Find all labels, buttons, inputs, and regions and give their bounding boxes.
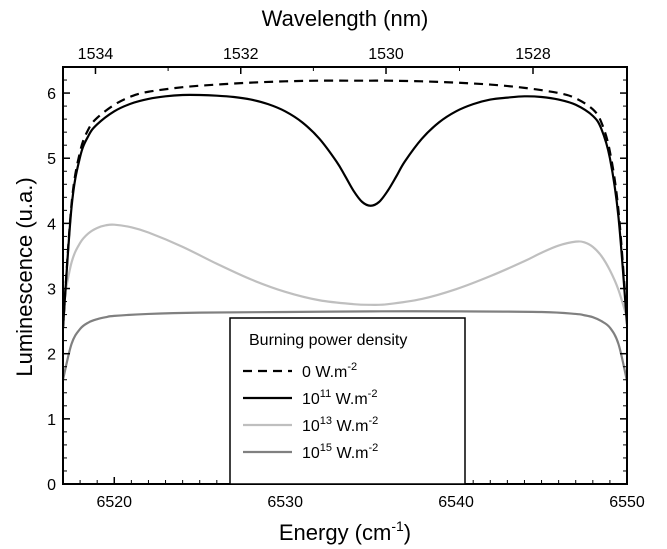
x-tick-label-0: 6520 bbox=[96, 494, 132, 511]
x-tick-label-3: 6550 bbox=[609, 494, 645, 511]
top-tick-label-3: 1528 bbox=[515, 46, 551, 63]
legend-title: Burning power density bbox=[249, 332, 407, 349]
legend-label-1: 1011 W.m-2 bbox=[302, 388, 377, 408]
legend-unit: W.m bbox=[332, 418, 368, 435]
y-tick-label-5: 5 bbox=[47, 151, 56, 168]
series-line-1 bbox=[63, 93, 627, 328]
y-axis-label: Luminescence (u.a.) bbox=[12, 177, 37, 376]
x-axis-label-text: Energy (cm bbox=[279, 520, 391, 545]
legend-unit: W.m bbox=[331, 391, 367, 408]
y-tick-label-1: 1 bbox=[47, 412, 56, 429]
legend-unit: W.m bbox=[311, 364, 347, 381]
legend-base: 0 bbox=[302, 364, 311, 381]
legend-label-0: 0 W.m-2 bbox=[302, 361, 357, 381]
legend-label-2: 1013 W.m-2 bbox=[302, 415, 378, 435]
top-tick-label-0: 1534 bbox=[78, 46, 114, 63]
legend-base: 10 bbox=[302, 445, 320, 462]
x-tick-label-2: 6540 bbox=[438, 494, 474, 511]
legend-box bbox=[229, 317, 466, 485]
legend-exponent: 15 bbox=[320, 442, 332, 454]
y-tick-label-2: 2 bbox=[47, 347, 56, 364]
series-line-0 bbox=[63, 79, 627, 328]
x-axis-label-exponent: -1 bbox=[391, 518, 404, 534]
legend-base: 10 bbox=[302, 418, 320, 435]
series-line-3 bbox=[63, 310, 627, 382]
y-tick-label-4: 4 bbox=[47, 216, 56, 233]
top-tick-label-2: 1530 bbox=[368, 46, 404, 63]
legend-label-3: 1015 W.m-2 bbox=[302, 442, 378, 462]
y-tick-label-0: 0 bbox=[47, 477, 56, 494]
x-tick-label-1: 6530 bbox=[267, 494, 303, 511]
x-axis-label-close: ) bbox=[404, 520, 411, 545]
legend-exponent: 13 bbox=[320, 415, 332, 427]
top-tick-label-1: 1532 bbox=[223, 46, 259, 63]
x-axis-label: Energy (cm-1) bbox=[279, 518, 411, 545]
series-layer bbox=[63, 79, 627, 382]
series-line-2 bbox=[63, 223, 627, 319]
legend-exponent: 11 bbox=[320, 388, 331, 400]
legend-unit-exponent: -2 bbox=[368, 415, 378, 427]
y-tick-label-6: 6 bbox=[47, 86, 56, 103]
legend-unit-exponent: -2 bbox=[368, 388, 378, 400]
legend-unit: W.m bbox=[332, 445, 368, 462]
y-tick-label-3: 3 bbox=[47, 282, 56, 299]
legend-base: 10 bbox=[302, 391, 320, 408]
ticks-layer: 6520 6530 6540 6550 0 1 2 3 4 5 6 1534 1532 1530 1528 bbox=[47, 46, 645, 511]
legend-unit-exponent: -2 bbox=[347, 361, 357, 373]
top-axis-label: Wavelength (nm) bbox=[262, 6, 429, 31]
legend-unit-exponent: -2 bbox=[368, 442, 378, 454]
